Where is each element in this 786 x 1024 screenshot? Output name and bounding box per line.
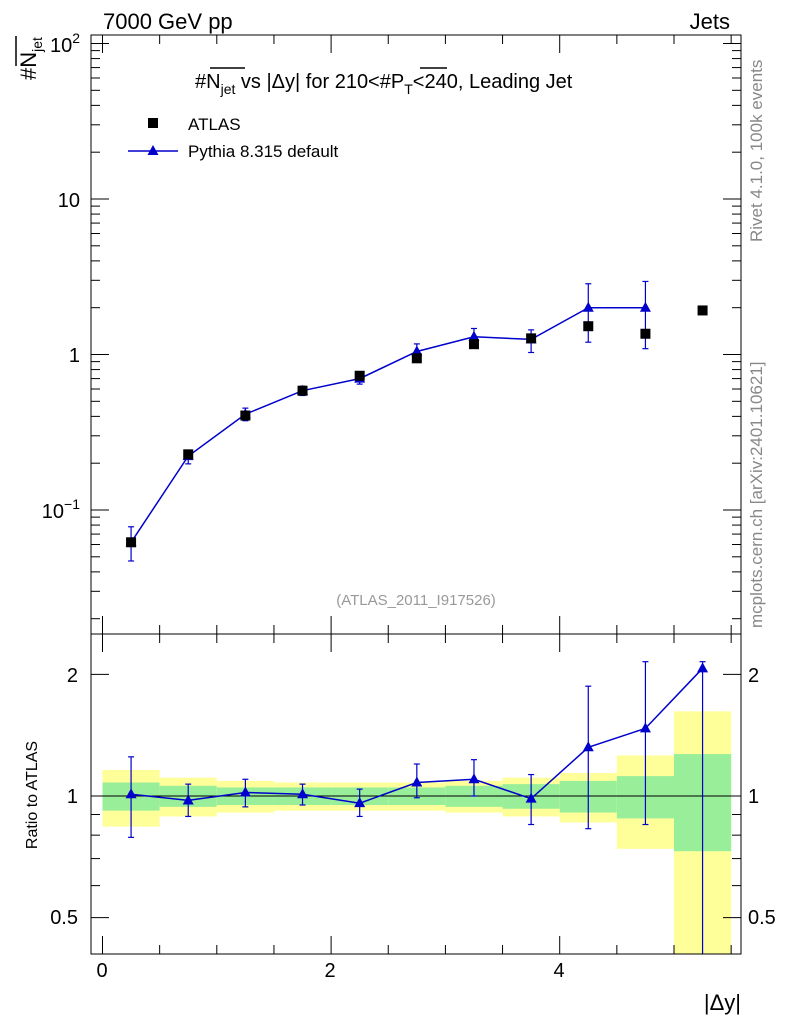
- legend-atlas-marker: [148, 118, 158, 128]
- xlabel: |Δy|: [704, 990, 741, 1015]
- analysis-watermark: (ATLAS_2011_I917526): [336, 592, 496, 609]
- ratio-pythia-point: [125, 788, 137, 799]
- svg-text:#Njet: #Njet: [16, 37, 45, 80]
- main-ylabel-hash: #: [16, 67, 41, 80]
- ytick-label-0.1-base: 10: [42, 501, 64, 523]
- ytick-label-100-base: 10: [50, 35, 72, 57]
- title-jet-sub: jet: [220, 81, 236, 97]
- atlas-point: [468, 339, 479, 350]
- atlas-point: [640, 328, 651, 339]
- legend-atlas-label: ATLAS: [188, 115, 241, 134]
- atlas-point: [583, 321, 594, 332]
- title-n: N: [206, 71, 220, 93]
- ratio-pythia-point: [582, 741, 594, 752]
- ratio-ytick-label-2-left: 2: [67, 665, 78, 687]
- atlas-point: [526, 333, 537, 344]
- atlas-point: [297, 385, 308, 396]
- ratio-ylabel: Ratio to ATLAS: [24, 741, 41, 849]
- main-mc-series: [125, 280, 651, 562]
- xtick-label-0: 0: [96, 960, 107, 982]
- main-plot-ticks: [91, 35, 741, 634]
- main-ylabel-n: N: [16, 52, 41, 68]
- ratio-pythia-point: [639, 722, 651, 733]
- ratio-mc-series: [125, 661, 709, 954]
- main-plot: #Njet 10−1 1 10 102 #Njet vs |Δy| for 21…: [15, 30, 742, 635]
- ytick-label-100: 102: [50, 30, 80, 57]
- xtick-label-4: 4: [553, 960, 564, 982]
- pythia-point: [411, 345, 423, 356]
- atlas-point: [411, 353, 422, 364]
- legend: ATLAS Pythia 8.315 default: [128, 115, 339, 161]
- legend-pythia-label: Pythia 8.315 default: [188, 142, 339, 161]
- rivet-label: Rivet 4.1.0, 100k events: [747, 60, 766, 242]
- main-title: #Njet vs |Δy| for 210<#PT<240, Leading J…: [195, 67, 573, 97]
- title-suffix: <240, Leading Jet: [413, 71, 573, 93]
- main-data-series: [126, 305, 708, 548]
- atlas-point: [697, 305, 708, 316]
- ratio-plot: Ratio to ATLAS 2 1 0.5 2 1 0.5 0 2 4 |Δy…: [24, 633, 776, 1015]
- ytick-label-0.1-exp: −1: [64, 496, 80, 512]
- ytick-label-100-exp: 2: [72, 30, 80, 46]
- atlas-point: [354, 370, 365, 381]
- ratio-pythia-point: [525, 792, 537, 803]
- main-ylabel: #Njet: [15, 36, 45, 80]
- atlas-point: [240, 410, 251, 421]
- pythia-point: [639, 301, 651, 312]
- legend-pythia-marker: [147, 145, 159, 155]
- ratio-pythia-point: [182, 794, 194, 805]
- svg-text:#Njet vs |Δy| for 210<#PT<240,: #Njet vs |Δy| for 210<#PT<240, Leading J…: [195, 71, 573, 97]
- ratio-ytick-label-0.5-right: 0.5: [748, 907, 776, 929]
- ratio-bands: [102, 711, 732, 954]
- ratio-plot-ticks: [91, 634, 741, 954]
- ratio-pythia-point: [411, 776, 423, 787]
- header-left: 7000 GeV pp: [103, 9, 233, 34]
- ytick-label-0.1: 10−1: [42, 496, 80, 523]
- title-vs: vs |Δy| for 210<#: [235, 71, 391, 93]
- main-ylabel-sub: jet: [29, 37, 45, 53]
- ratio-ytick-label-0.5-left: 0.5: [50, 907, 78, 929]
- header-right: Jets: [690, 9, 730, 34]
- ratio-ytick-label-1-left: 1: [67, 786, 78, 808]
- ratio-pythia-point: [697, 662, 709, 673]
- atlas-point: [126, 537, 137, 548]
- ytick-label-1: 1: [69, 345, 80, 367]
- mcplots-label: mcplots.cern.ch [arXiv:2401.10621]: [747, 362, 766, 628]
- ratio-plot-frame: [90, 633, 742, 955]
- ratio-ytick-label-2-right: 2: [748, 665, 759, 687]
- ratio-pythia-point: [354, 797, 366, 808]
- xtick-label-2: 2: [324, 960, 335, 982]
- ratio-ytick-label-1-right: 1: [748, 786, 759, 808]
- ratio-pythia-point: [297, 788, 309, 799]
- title-p: P: [391, 71, 404, 93]
- pythia-line: [130, 306, 646, 543]
- pythia-point: [582, 301, 594, 312]
- pythia-point: [468, 330, 480, 341]
- ytick-label-10: 10: [58, 190, 80, 212]
- ratio-pythia-point: [468, 773, 480, 784]
- title-prefix: #: [195, 71, 207, 93]
- title-t-sub: T: [404, 81, 413, 97]
- atlas-point: [183, 449, 194, 460]
- ratio-pythia-point: [239, 786, 251, 797]
